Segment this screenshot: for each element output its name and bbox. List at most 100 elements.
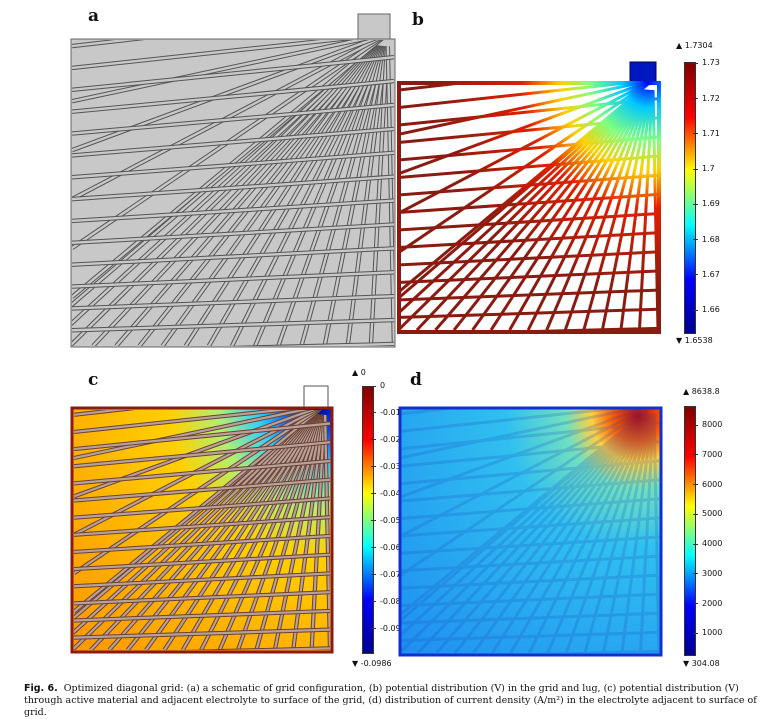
colorbar-b-tick: 1.67	[693, 269, 720, 279]
grid-wire	[401, 412, 644, 622]
grid-wire	[400, 88, 643, 314]
colorbar-d-tick: 1000	[692, 628, 723, 638]
grid-wire	[471, 89, 647, 330]
colorbar-b-tick: 1.73	[693, 58, 720, 68]
grid-wire	[400, 231, 658, 249]
grid-wire	[415, 89, 645, 330]
grid-wire	[207, 45, 382, 346]
colorbar-d-tick: 3000	[692, 568, 723, 578]
grid-wire	[218, 414, 322, 650]
colorbar-c-tick: 0	[370, 381, 386, 390]
grid-wire	[535, 649, 659, 653]
grid-wire	[255, 414, 324, 650]
grid-wire	[401, 630, 659, 642]
grid-wire	[92, 45, 377, 346]
grid-wire	[74, 414, 316, 650]
grid-wire	[72, 318, 394, 332]
grid-wire	[400, 116, 658, 144]
grid-wire	[401, 409, 639, 460]
colorbar-d-max: ▲ 8638.8	[683, 387, 720, 396]
grid-wire	[72, 271, 394, 288]
grid-lug-c	[303, 385, 329, 409]
grid-wire	[400, 154, 658, 179]
grid-wire	[401, 516, 659, 538]
grid-wire	[72, 294, 394, 310]
grid-wire	[400, 135, 658, 162]
figure-caption-text: Optimized diagonal grid: (a) a schematic…	[24, 683, 757, 718]
grid-wire	[74, 414, 315, 634]
colorbar-d-tick: 6000	[692, 479, 723, 489]
grid-wire	[200, 414, 321, 650]
grid-wire	[527, 413, 651, 653]
grid-wire	[74, 609, 330, 622]
colorbar-d-tick: 4000	[692, 539, 723, 549]
grid-wire	[620, 413, 655, 653]
grid-wire	[163, 414, 320, 650]
grid-wire	[401, 412, 644, 637]
colorbar-b	[684, 62, 696, 334]
grid-wire	[545, 89, 650, 330]
grid-wire	[300, 46, 386, 346]
grid-wire	[400, 85, 638, 136]
grid-wire	[400, 307, 658, 319]
grid-wire	[600, 89, 653, 330]
grid-wire	[652, 414, 659, 653]
figure-caption: Fig. 6. Optimized diagonal grid: (a) a s…	[24, 683, 774, 719]
grid-wire	[583, 413, 653, 653]
colorbar-c-tick: -0.06	[371, 542, 401, 552]
grid-wire	[400, 250, 658, 267]
colorbar-d-min: ▼ 304.08	[683, 659, 720, 668]
grid-wire	[126, 414, 318, 650]
colorbar-c-tick: -0.04	[371, 488, 401, 498]
grid-wire	[400, 97, 658, 127]
grid-wire	[90, 414, 317, 650]
colorbar-c-tick: -0.05	[371, 515, 401, 525]
grid-wire	[400, 173, 658, 197]
grid-wire	[564, 413, 652, 653]
grid-wire	[181, 414, 321, 650]
panel-label-b: b	[412, 10, 424, 30]
grid-wire	[563, 89, 651, 330]
grid-wire	[489, 89, 648, 330]
grid-wire	[72, 45, 375, 325]
grid-wire	[74, 441, 330, 468]
grid-wire	[401, 478, 659, 503]
grid-wire	[72, 40, 343, 70]
grid-wire	[72, 103, 394, 135]
colorbar-b-tick: 1.71	[693, 128, 720, 138]
colorbar-c	[362, 386, 374, 654]
grid-wire	[72, 127, 394, 157]
colorbar-c-tick: -0.03	[371, 461, 401, 471]
colorbar-b-tick: 1.72	[693, 93, 720, 103]
colorbar-c-tick: -0.01	[371, 407, 401, 417]
grid-wire	[400, 89, 644, 330]
grid-wire	[74, 628, 330, 639]
grid-wire	[72, 45, 376, 346]
grid-wire	[582, 89, 652, 330]
grid-wire	[546, 413, 651, 653]
current-density-map-d	[398, 406, 663, 657]
grid-wire	[434, 89, 646, 330]
grid-wire	[400, 269, 658, 284]
grid-wire	[401, 497, 659, 520]
grid-wire	[490, 413, 649, 653]
colorbar-d-tick: 7000	[692, 449, 723, 459]
grid-wire	[401, 611, 659, 625]
current-density-field-d	[398, 406, 663, 657]
grid-wire	[72, 56, 394, 92]
grid-lug-a	[357, 13, 391, 41]
panel-label-d: d	[410, 370, 422, 390]
grid-wire	[236, 414, 323, 650]
grid-wire	[145, 414, 319, 650]
grid-wire	[416, 413, 646, 653]
colorbar-c-tick: -0.09	[371, 623, 401, 633]
colorbar-d-tick: 2000	[692, 598, 723, 608]
grid-wire	[401, 554, 659, 573]
grid-wire	[254, 45, 384, 346]
grid-wire	[74, 534, 330, 554]
grid-wire	[277, 45, 385, 346]
colorbar-c-tick: -0.07	[371, 569, 401, 579]
grid-wire	[401, 409, 458, 416]
grid-wire	[221, 647, 330, 650]
grid-wire	[472, 413, 648, 653]
